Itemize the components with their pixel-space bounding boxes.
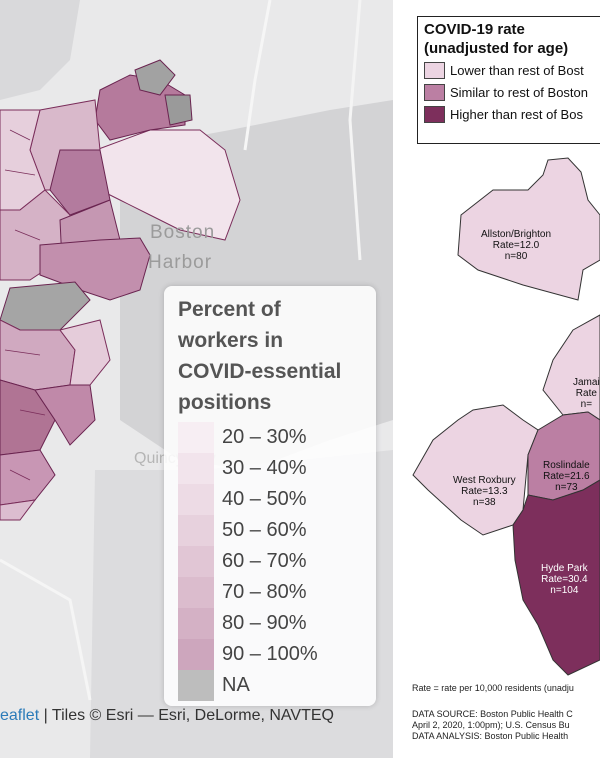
neighborhood-rate: Rate=21.6 [543,471,590,482]
legend-bin: 30 – 40% [178,453,362,484]
neighborhood-name: Jamai [573,377,600,388]
data-source-line-1: DATA SOURCE: Boston Public Health C [412,709,573,719]
legend-title-line: positions [178,391,272,414]
rate-legend-title-line: COVID-19 rate [424,21,525,38]
rate-legend-swatch [424,83,445,101]
neighborhood-rate: Rate=12.0 [492,240,540,251]
tiles-attribution: | Tiles © Esri — Esri, DeLorme, NAVTEQ [39,707,334,724]
legend-label: 80 – 90% [222,612,307,634]
rate-legend-title-line: (unadjusted for age) [424,40,569,57]
legend-bin: 20 – 30% [178,422,362,453]
legend-bin: 80 – 90% [178,608,362,639]
neighborhood-label-allston-brighton: Allston/Brighton Rate=12.0 n=80 [481,229,551,262]
rate-footnote: Rate = rate per 10,000 residents (unadju [412,683,574,693]
rate-legend-swatch [424,61,445,79]
neighborhood-count: n=80 [504,251,528,262]
leaflet-link[interactable]: eaflet [0,707,40,724]
legend-label: 60 – 70% [222,550,307,572]
legend-bin: 60 – 70% [178,546,362,577]
rate-legend-title: COVID-19 rate (unadjusted for age) [424,20,600,58]
map-attribution: eaflet | Tiles © Esri — Esri, DeLorme, N… [0,700,393,732]
tract-south-6[interactable] [0,499,37,521]
neighborhood-rate: Rate=13.3 [461,486,508,497]
neighborhood-label-roslindale: Roslindale Rate=21.6 n=73 [543,460,590,493]
rate-legend-item: Similar to rest of Boston [424,82,600,102]
rate-legend-item: Higher than rest of Bos [424,104,600,124]
neighborhood-name: Roslindale [543,460,590,471]
legend-swatch [178,639,214,670]
neighborhood-name: Allston/Brighton [481,229,552,240]
legend-swatch [178,608,214,639]
tract-east-boston[interactable] [95,129,241,241]
neighborhood-rate: Rate=30.4 [541,574,588,585]
legend-title-line: workers in [178,329,284,352]
neighborhood-label-jamaica-plain: Jamai Rate n= [573,377,600,410]
tract-south-4[interactable] [34,384,96,446]
legend-bin: 90 – 100% [178,639,362,670]
rate-legend-swatch [424,105,445,123]
data-analysis: DATA ANALYSIS: Boston Public Health [412,731,569,741]
legend-swatch [178,670,214,701]
panel-divider [402,0,403,758]
legend-title-line: COVID-essential [178,360,342,383]
region-hyde-park[interactable] [512,479,600,676]
essential-workers-map[interactable]: Boston Harbor Quincy Bay Percent of work… [0,0,393,758]
legend-bin: 70 – 80% [178,577,362,608]
rate-legend: COVID-19 rate (unadjusted for age) Lower… [417,16,600,144]
legend-label: 40 – 50% [222,488,307,510]
data-source-line-2: April 2, 2020, 1:00pm); U.S. Census Bu [412,720,570,730]
legend-title-line: Percent of [178,298,281,321]
legend-label: 30 – 40% [222,457,307,479]
neighborhood-count: n=104 [550,585,579,596]
neighborhood-count: n= [580,399,593,410]
region-allston-brighton[interactable] [457,157,600,301]
legend-bin: 50 – 60% [178,515,362,546]
legend-swatch [178,453,214,484]
neighborhood-name: West Roxbury [453,475,516,486]
legend-swatch [178,422,214,453]
legend-label: 90 – 100% [222,643,318,665]
neighborhood-label-west-roxbury: West Roxbury Rate=13.3 n=38 [453,475,516,508]
tract-na-north[interactable] [134,59,176,96]
place-label-harbor: Harbor [148,252,213,273]
legend-label: 50 – 60% [222,519,307,541]
tract-south-3[interactable] [0,379,56,456]
legend-swatch [178,484,214,515]
region-west-roxbury[interactable] [412,404,539,536]
rate-legend-item: Lower than rest of Bost [424,60,600,80]
rate-legend-label: Lower than rest of Bost [450,62,584,78]
neighborhood-name: Hyde Park [541,563,588,574]
legend-swatch [178,515,214,546]
rate-legend-label: Higher than rest of Bos [450,106,583,122]
legend-bin: NA [178,670,362,701]
legend-title: Percent of workers in COVID-essential po… [178,294,362,418]
tract-na-north-2[interactable] [164,94,193,126]
place-label-boston: Boston [150,222,216,243]
legend-label: 20 – 30% [222,426,307,448]
legend-bin: 40 – 50% [178,484,362,515]
legend-label: 70 – 80% [222,581,307,603]
tract-south-5[interactable] [0,449,56,506]
rate-legend-label: Similar to rest of Boston [450,84,588,100]
neighborhood-label-hyde-park: Hyde Park Rate=30.4 n=104 [541,563,588,596]
legend-swatch [178,546,214,577]
neighborhood-count: n=73 [555,482,578,493]
neighborhood-shapes [412,157,600,676]
neighborhood-count: n=38 [473,497,496,508]
covid-rate-map: COVID-19 rate (unadjusted for age) Lower… [403,0,600,758]
neighborhood-rate: Rate [575,388,597,399]
map-legend: Percent of workers in COVID-essential po… [164,286,376,706]
legend-label: NA [222,674,250,696]
legend-swatch [178,577,214,608]
